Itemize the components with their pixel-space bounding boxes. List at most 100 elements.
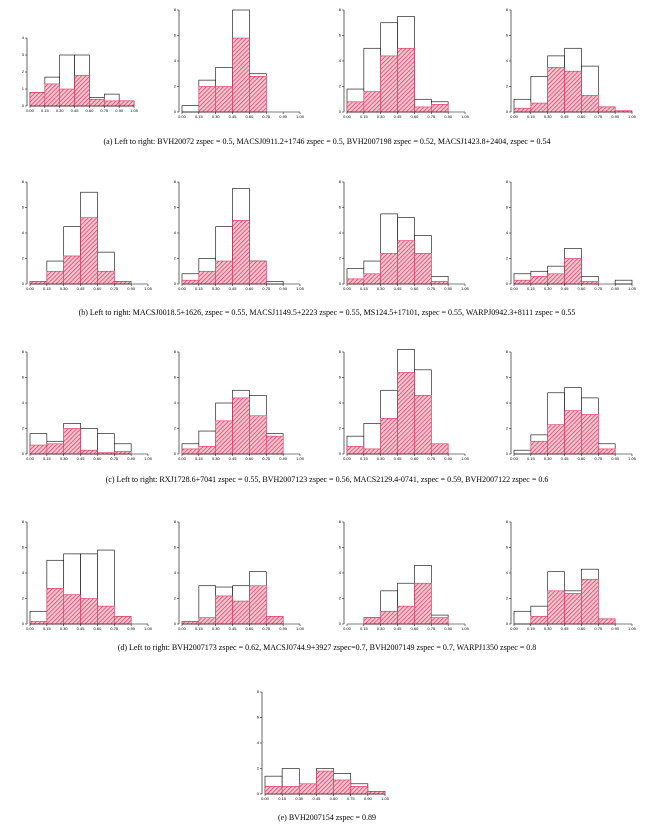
caption: (d) Left to right: BVH2007173 zspec = 0.…	[118, 643, 537, 652]
hist-bar	[564, 593, 582, 625]
x-tick-label: 0.45	[394, 456, 403, 461]
hist-bar	[397, 240, 415, 285]
x-tick-label: 0.30	[212, 626, 221, 631]
hist-bar	[63, 594, 81, 625]
x-tick-label: 0.90	[279, 286, 288, 291]
hist-bar	[414, 582, 432, 625]
x-tick-label: 0.45	[77, 286, 86, 291]
hist-bar	[59, 88, 75, 107]
y-tick-label: 2	[339, 256, 342, 261]
x-tick-label: 0.75	[594, 456, 603, 461]
x-tick-label: 0.30	[377, 626, 386, 631]
hist-bar	[232, 600, 250, 625]
x-tick-label: 0.30	[544, 286, 553, 291]
hist-bar	[265, 435, 284, 455]
y-tick-label: 8	[174, 519, 177, 524]
hist-bar	[414, 253, 432, 285]
y-tick-label: 0	[22, 621, 25, 626]
y-tick-label: 8	[257, 689, 260, 694]
y-tick-label: 2	[506, 426, 509, 431]
x-tick-label: 0.75	[427, 286, 436, 291]
hist-bar	[113, 451, 132, 455]
x-tick-label: 0.30	[377, 456, 386, 461]
x-tick-label: 0.60	[411, 286, 420, 291]
x-tick-label: 0.90	[279, 456, 288, 461]
hist-bar	[614, 279, 633, 285]
hist-bar	[513, 107, 532, 113]
y-tick-label: 4	[174, 570, 177, 575]
x-tick-label: 0.00	[178, 626, 187, 631]
x-tick-label: 0.30	[212, 456, 221, 461]
hist-bar	[29, 92, 46, 107]
hist-bar	[513, 610, 532, 625]
x-tick-label: 0.75	[110, 626, 119, 631]
x-tick-label: 0.45	[229, 456, 238, 461]
hist-bar	[346, 101, 365, 113]
hist-bar	[181, 448, 200, 455]
hist-bar	[74, 75, 90, 107]
x-tick-label: 0.00	[510, 114, 519, 119]
x-tick-label: 0.00	[178, 114, 187, 119]
x-tick-label: 0.75	[594, 114, 603, 119]
x-tick-label: 0.75	[347, 796, 356, 801]
x-tick-label: 1.05	[461, 286, 470, 291]
x-tick-label: 1.05	[144, 626, 153, 631]
hist-bar	[29, 444, 48, 455]
y-tick-label: 4	[339, 400, 342, 405]
y-tick-label: 8	[339, 349, 342, 354]
hist-bar	[265, 281, 284, 285]
hist-bar	[232, 219, 250, 285]
x-tick-label: 0.30	[377, 114, 386, 119]
x-tick-label: 1.05	[130, 108, 139, 113]
x-tick-label: 0.15	[527, 114, 536, 119]
hist-bar	[198, 86, 217, 113]
x-tick-label: 0.15	[278, 796, 287, 801]
y-tick-label: 0	[506, 281, 509, 286]
y-tick-label: 4	[506, 230, 509, 235]
x-tick-label: 0.30	[212, 114, 221, 119]
x-tick-label: 0.30	[295, 796, 304, 801]
y-tick-label: 8	[22, 349, 25, 354]
y-tick-label: 8	[506, 519, 509, 524]
y-tick-label: 3	[22, 52, 25, 57]
x-tick-label: 0.75	[594, 626, 603, 631]
x-tick-label: 0.75	[427, 626, 436, 631]
hist-bar	[430, 281, 449, 285]
hist-bar	[103, 100, 120, 107]
y-tick-label: 4	[174, 230, 177, 235]
y-tick-label: 4	[339, 570, 342, 575]
y-tick-label: 2	[174, 596, 177, 601]
hist-bar	[281, 786, 300, 795]
hist-bar	[581, 414, 599, 455]
x-tick-label: 1.05	[461, 626, 470, 631]
x-tick-label: 0.15	[195, 286, 204, 291]
y-tick-label: 0	[339, 281, 342, 286]
y-tick-label: 6	[339, 545, 342, 550]
hist-bar	[513, 279, 532, 285]
y-tick-label: 6	[339, 205, 342, 210]
y-tick-label: 6	[22, 205, 25, 210]
x-tick-label: 0.30	[212, 286, 221, 291]
x-tick-label: 0.90	[444, 286, 453, 291]
x-tick-label: 1.05	[144, 456, 153, 461]
y-tick-label: 0	[174, 109, 177, 114]
y-tick-label: 8	[22, 179, 25, 184]
hist-bar	[380, 417, 398, 455]
hist-bar	[181, 279, 200, 285]
y-tick-label: 4	[506, 570, 509, 575]
hist-bar	[63, 428, 81, 455]
hist-bar	[264, 786, 283, 795]
x-tick-label: 0.60	[246, 286, 255, 291]
x-tick-label: 0.90	[444, 626, 453, 631]
hist-bar	[547, 67, 565, 113]
x-tick-label: 0.75	[427, 456, 436, 461]
hist-bar	[80, 449, 98, 455]
x-tick-label: 0.45	[561, 626, 570, 631]
x-tick-label: 0.15	[527, 626, 536, 631]
hist-bar	[249, 585, 267, 625]
hist-bar	[564, 258, 582, 285]
x-tick-label: 0.90	[127, 286, 136, 291]
x-tick-label: 0.30	[544, 626, 553, 631]
x-tick-label: 0.00	[26, 456, 35, 461]
y-tick-label: 8	[506, 179, 509, 184]
